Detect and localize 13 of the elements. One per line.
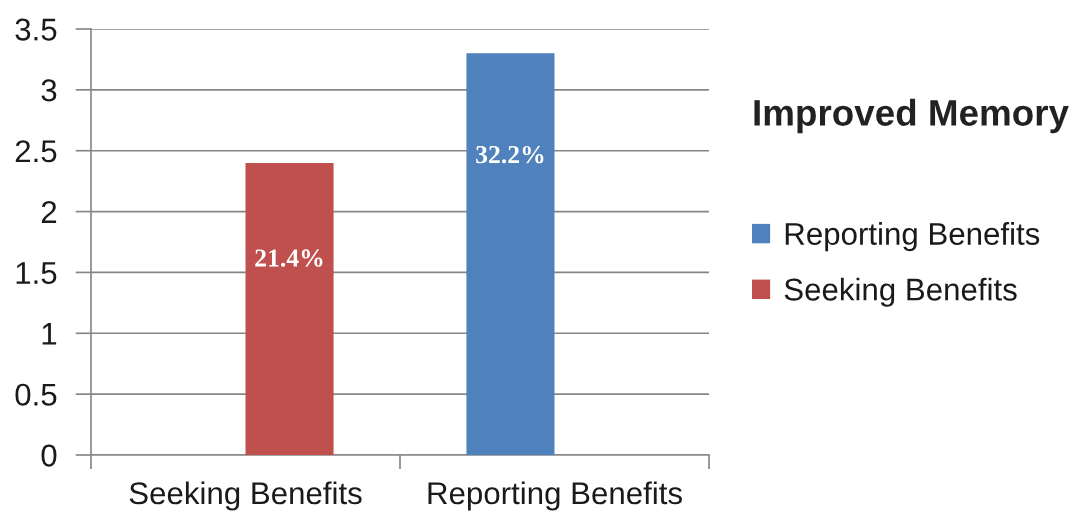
- y-tick-label: 3.5: [15, 18, 57, 41]
- y-tick-label: 0: [41, 444, 57, 467]
- y-tick-label: 1.5: [16, 262, 57, 285]
- legend-label: Reporting Benefits: [785, 222, 1040, 252]
- y-tick-label: 2.5: [15, 140, 57, 163]
- legend-label: Seeking Benefits: [784, 277, 1017, 307]
- y-tick-label: 1: [42, 323, 57, 345]
- annotation: 21.4%: [255, 249, 323, 267]
- y-tick-label: 2: [41, 201, 57, 223]
- y-tick-label: 0.5: [15, 383, 57, 406]
- text: Improved Memory: [754, 98, 1069, 134]
- annotation: 32.2%: [476, 145, 544, 164]
- y-tick-label: 3: [41, 79, 57, 102]
